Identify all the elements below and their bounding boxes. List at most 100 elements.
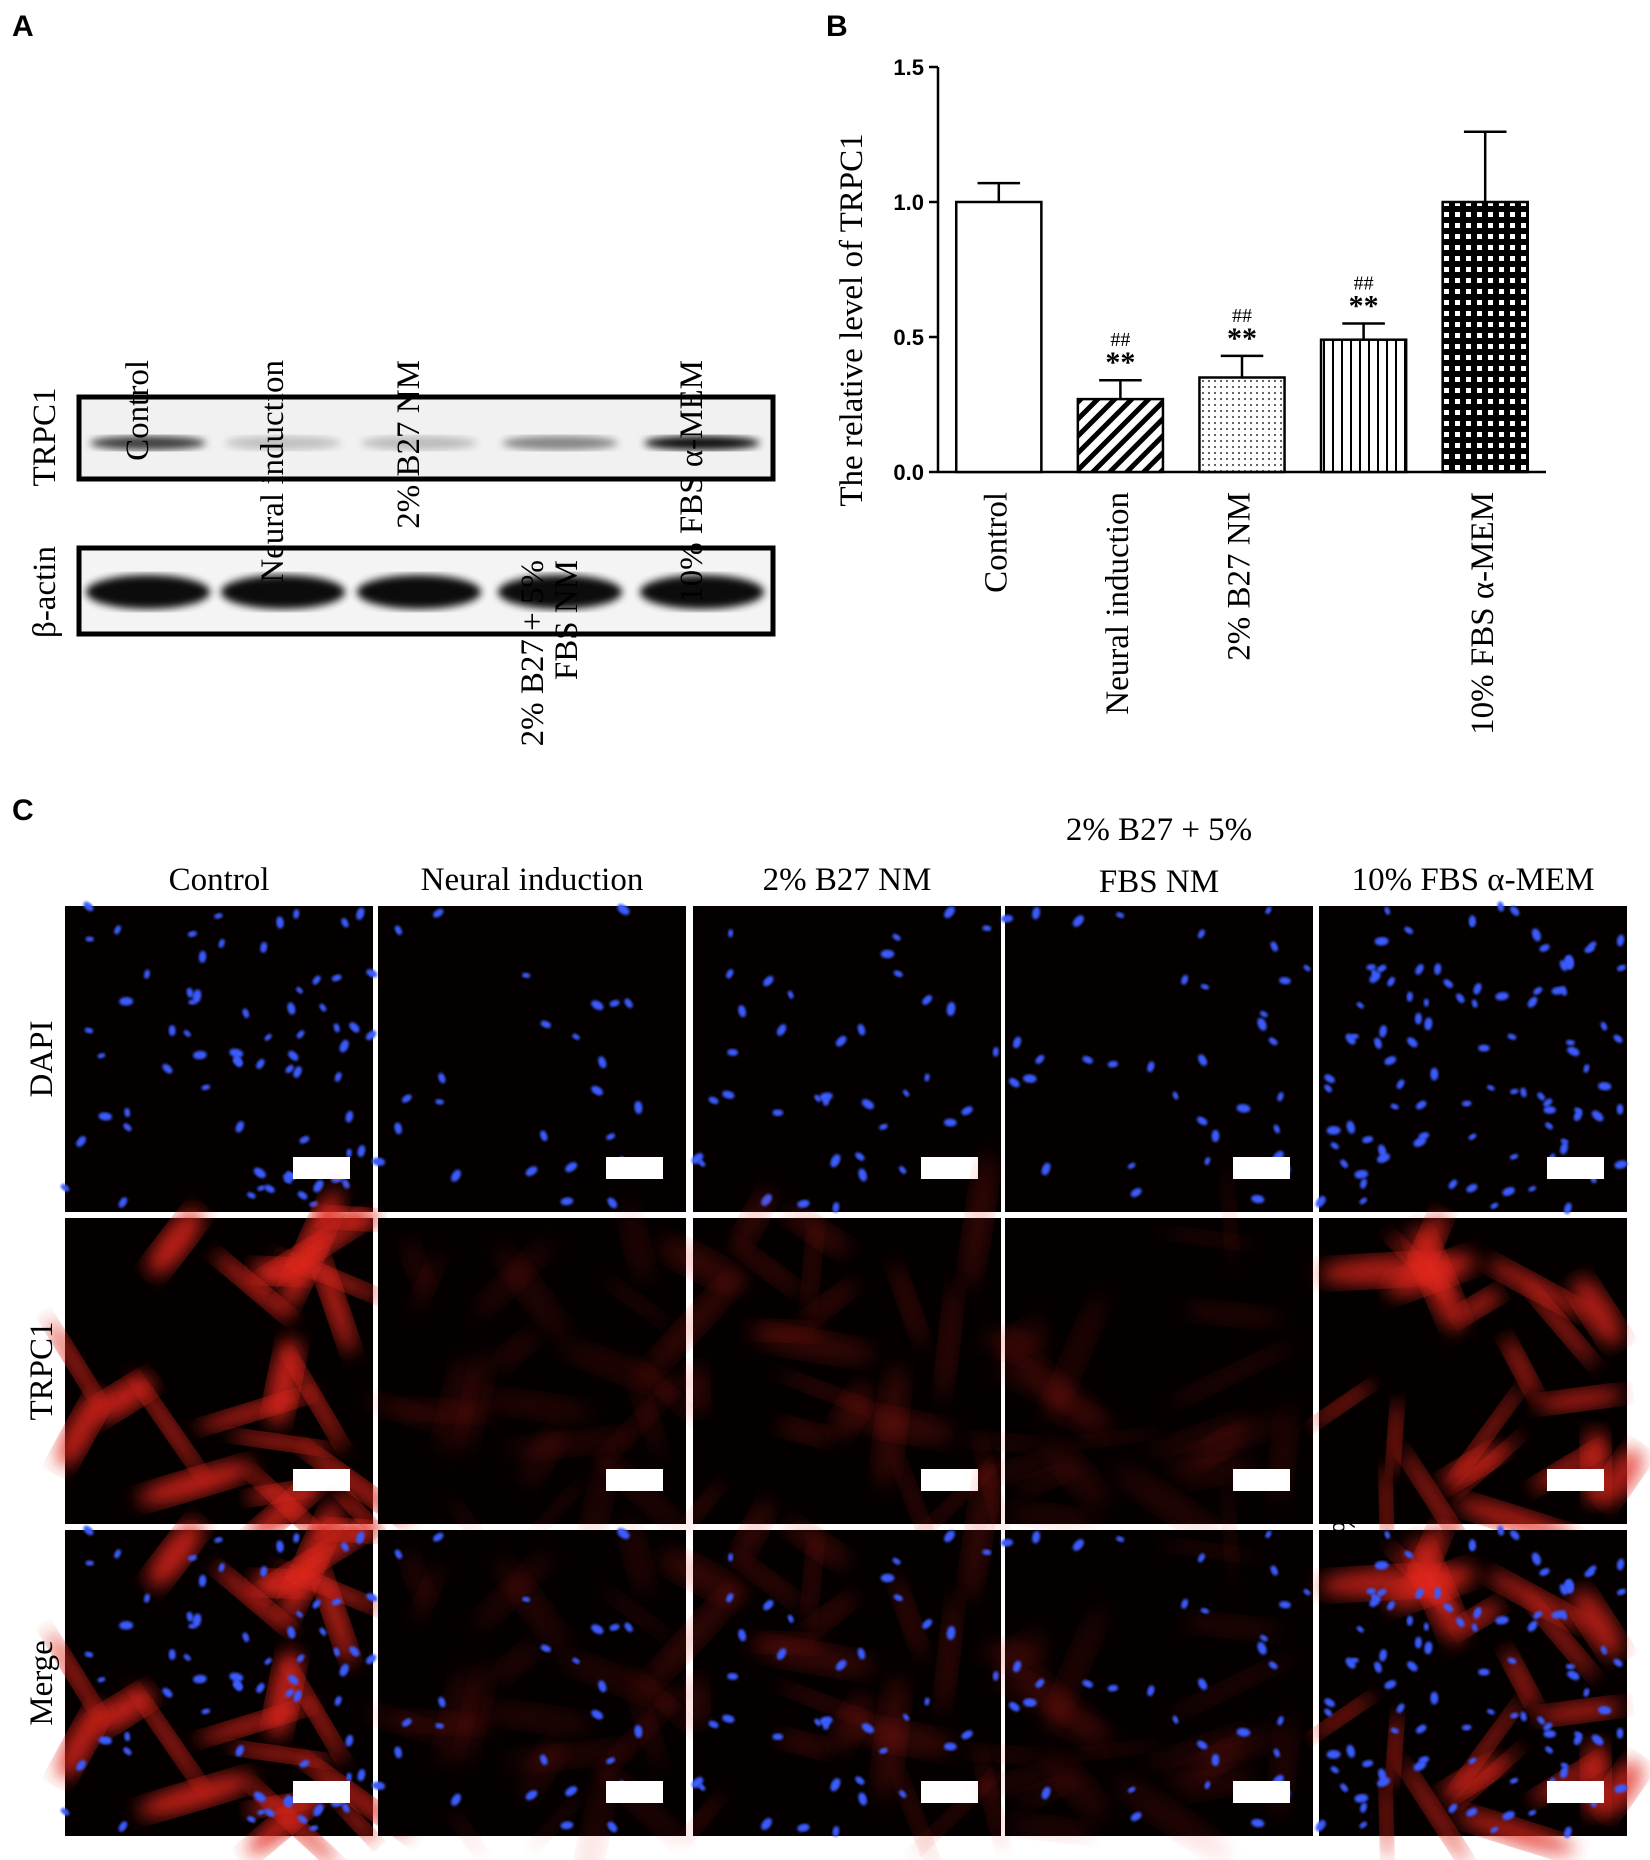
cell <box>776 1731 834 1757</box>
cell <box>1535 1700 1625 1724</box>
nucleus <box>433 908 444 918</box>
nucleus <box>1510 1712 1519 1719</box>
nucleus <box>922 1619 933 1629</box>
nucleus <box>276 916 284 929</box>
nucleus <box>761 1818 772 1830</box>
nucleus <box>1423 1622 1429 1631</box>
nucleus <box>560 1197 574 1206</box>
nucleus <box>892 933 901 941</box>
nucleus <box>435 1099 444 1105</box>
cell <box>394 1399 496 1422</box>
nucleus <box>1471 999 1478 1008</box>
nucleus <box>1198 1054 1208 1066</box>
nucleus <box>1350 1657 1359 1663</box>
micrograph <box>646 1154 1006 1558</box>
nucleus <box>1583 1688 1590 1697</box>
cell <box>975 1765 1061 1797</box>
nucleus <box>319 1003 327 1012</box>
cell <box>458 1352 492 1452</box>
cell <box>831 1695 873 1750</box>
cell <box>520 1426 565 1485</box>
nucleus <box>1035 1054 1045 1064</box>
cell <box>451 1812 484 1857</box>
nucleus <box>1354 1170 1369 1179</box>
nucleus <box>1415 964 1424 975</box>
nucleus <box>293 1690 302 1702</box>
nucleus <box>1023 1698 1037 1707</box>
cell <box>276 1253 383 1300</box>
nucleus <box>1200 1607 1210 1614</box>
nucleus <box>1560 1762 1569 1769</box>
nucleus <box>1303 964 1311 972</box>
scale-bar <box>293 1781 350 1803</box>
nucleus <box>1591 1110 1604 1122</box>
nucleus <box>1198 1678 1208 1690</box>
cell <box>577 1768 614 1860</box>
nucleus <box>1356 1626 1364 1633</box>
nucleus <box>193 1050 207 1060</box>
nucleus <box>1468 919 1475 928</box>
nucleus <box>591 1624 604 1635</box>
nucleus <box>288 1050 299 1061</box>
nucleus <box>606 1133 616 1141</box>
nucleus <box>1573 1733 1583 1746</box>
cell <box>621 1206 652 1282</box>
nucleus <box>85 1560 94 1566</box>
nucleus <box>1376 1777 1390 1787</box>
cell <box>996 1631 1048 1669</box>
cell <box>1146 1726 1252 1769</box>
nucleus <box>346 1772 352 1782</box>
lane-label: Neural induction <box>255 360 291 583</box>
nucleus <box>893 970 903 978</box>
nucleus <box>188 1623 197 1629</box>
nucleus <box>1354 1794 1369 1803</box>
cell <box>1008 1816 1096 1841</box>
nucleus <box>728 1553 734 1562</box>
cell <box>57 1702 106 1780</box>
nucleus <box>1277 1092 1284 1102</box>
nucleus <box>787 1614 794 1623</box>
row-label: β-actin <box>27 546 63 638</box>
nucleus <box>1303 1588 1311 1596</box>
nucleus <box>299 1135 310 1144</box>
micrograph <box>962 1481 1313 1860</box>
nucleus <box>233 1055 243 1067</box>
significance-label: ** <box>1105 346 1135 379</box>
nucleus <box>264 1033 272 1041</box>
blot-band <box>502 436 618 450</box>
cell <box>1164 1541 1255 1560</box>
nucleus <box>214 1537 223 1543</box>
nucleus <box>1082 1055 1094 1064</box>
blot-band <box>498 575 622 609</box>
cell <box>1168 1343 1294 1407</box>
blot-band <box>225 436 341 450</box>
nucleus <box>296 1030 305 1039</box>
nucleus <box>858 1792 867 1806</box>
nucleus <box>282 1172 297 1181</box>
nucleus <box>257 1185 266 1191</box>
cell <box>1045 1751 1108 1821</box>
nucleus <box>855 1776 865 1785</box>
nucleus <box>334 1072 342 1082</box>
nucleus <box>1197 929 1205 939</box>
nucleus <box>247 1816 256 1823</box>
nucleus <box>961 1106 973 1116</box>
nucleus <box>1502 1187 1515 1196</box>
nucleus <box>879 1747 888 1754</box>
nucleus <box>187 1554 197 1561</box>
scale-bar <box>293 1157 350 1179</box>
nucleus <box>260 941 268 953</box>
x-tick-label: Neural induction <box>1100 492 1136 715</box>
nucleus <box>345 1110 354 1123</box>
column-header: 2% B27 NM <box>763 862 932 898</box>
nucleus <box>60 1183 70 1192</box>
nucleus <box>634 1101 643 1114</box>
nucleus <box>1509 1777 1519 1784</box>
micrograph <box>1000 906 1313 1212</box>
nucleus <box>1369 971 1381 983</box>
nucleus <box>1265 906 1272 915</box>
nucleus <box>331 1598 342 1606</box>
nucleus <box>1520 1087 1527 1098</box>
nucleus <box>738 1005 747 1018</box>
nucleus <box>722 1090 735 1099</box>
